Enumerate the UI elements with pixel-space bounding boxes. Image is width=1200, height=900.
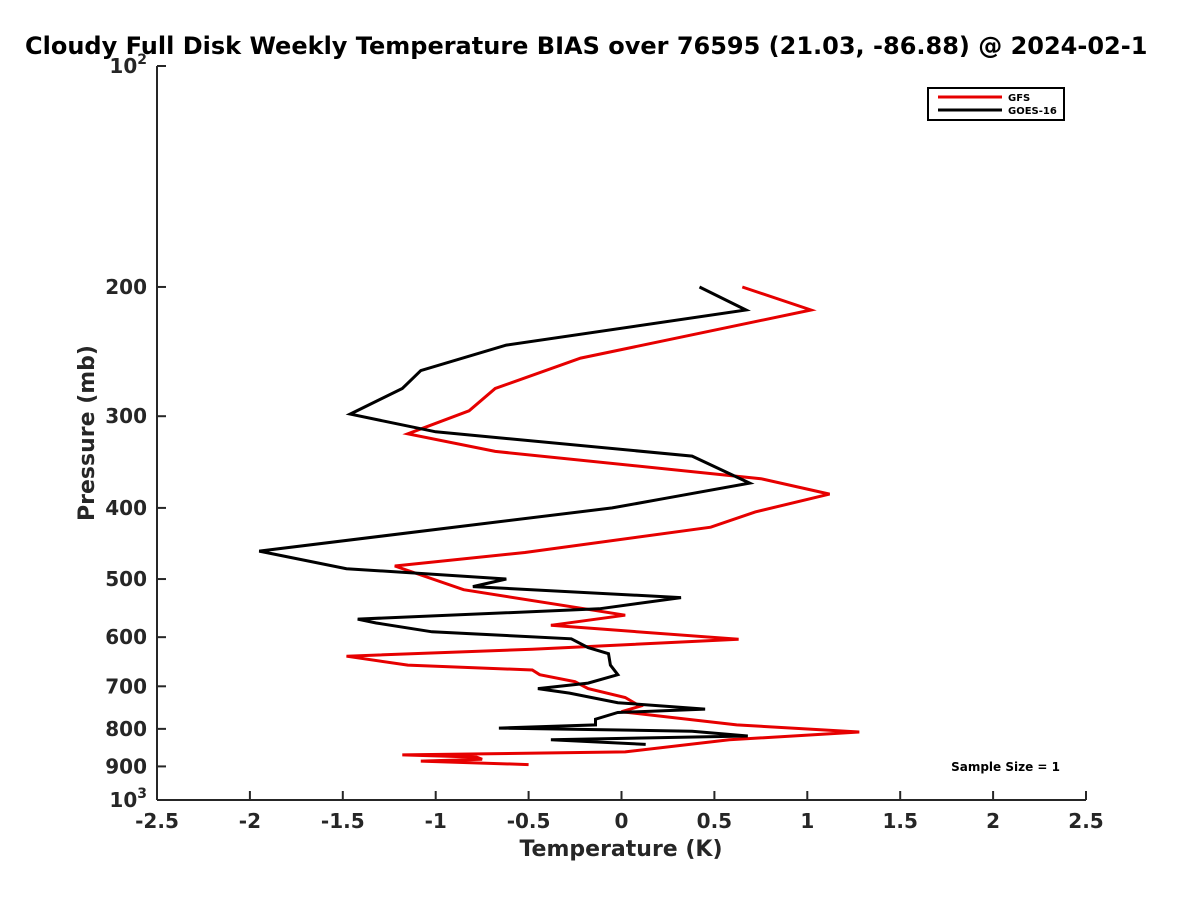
y-tick-label: 300 bbox=[105, 404, 147, 428]
y-tick-label: 600 bbox=[105, 625, 147, 649]
x-tick-label: -2.5 bbox=[135, 809, 179, 833]
x-tick-label: 0.5 bbox=[697, 809, 732, 833]
x-axis-label: Temperature (K) bbox=[519, 837, 722, 862]
y-tick-label: 400 bbox=[105, 496, 147, 520]
y-tick-label: 200 bbox=[105, 275, 147, 299]
x-tick-label: 1 bbox=[800, 809, 814, 833]
legend-label-gfs: GFS bbox=[1008, 93, 1030, 104]
x-tick-label: 2 bbox=[986, 809, 1000, 833]
sample-size-annotation: Sample Size = 1 bbox=[951, 760, 1060, 774]
y-tick-label: 500 bbox=[105, 567, 147, 591]
x-tick-label: 1.5 bbox=[882, 809, 917, 833]
x-tick-label: 2.5 bbox=[1068, 809, 1103, 833]
axes: -2.5 -2 -1.5 -1 -0.5 0 0.5 1 1.5 2 2.5 102 200 300 400… bbox=[105, 52, 1103, 833]
x-tick-label: -2 bbox=[239, 809, 261, 833]
legend-label-goes-16: GOES-16 bbox=[1008, 106, 1057, 117]
y-tick-label: 102 bbox=[109, 52, 147, 78]
legend-box bbox=[927, 87, 1065, 121]
x-tick-label: -0.5 bbox=[507, 809, 551, 833]
legend: GFS GOES-16 bbox=[927, 87, 1065, 121]
y-axis-label: Pressure (mb) bbox=[75, 345, 100, 521]
x-tick-label: -1.5 bbox=[321, 809, 365, 833]
chart-title: Cloudy Full Disk Weekly Temperature BIAS… bbox=[25, 32, 1147, 60]
series-line-gfs bbox=[346, 285, 860, 767]
y-tick-label: 103 bbox=[109, 786, 147, 812]
y-tick-label: 800 bbox=[105, 717, 147, 741]
y-tick-label: 900 bbox=[105, 754, 147, 778]
x-tick-label: 0 bbox=[615, 809, 629, 833]
plot-area bbox=[258, 285, 860, 767]
series-line-goes-16 bbox=[258, 285, 755, 746]
y-tick-label: 700 bbox=[105, 674, 147, 698]
x-tick-label: -1 bbox=[425, 809, 447, 833]
